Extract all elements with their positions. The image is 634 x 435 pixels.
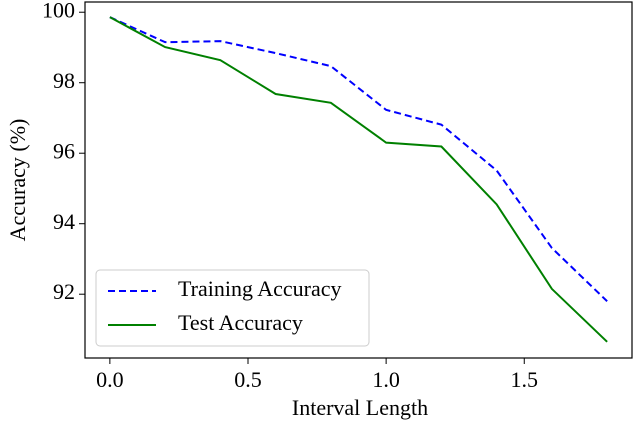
line [109,16,608,343]
x-tick-label: 1.5 [511,367,539,392]
x-tick-label: 0.5 [234,367,262,392]
y-tick-label: 98 [53,68,75,93]
y-tick-label: 92 [53,279,75,304]
line [109,16,608,302]
x-tick-label: 1.0 [372,367,400,392]
x-axis-label: Interval Length [292,395,428,420]
legend-box [95,269,370,347]
y-tick-label: 94 [53,209,75,234]
legend-label: Training Accuracy [178,276,342,301]
legend-label: Test Accuracy [178,310,303,335]
x-tick-label: 0.0 [96,367,124,392]
plot-frame [84,1,633,359]
y-tick-label: 100 [42,0,75,22]
y-tick-label: 96 [53,138,75,163]
y-axis-label: Accuracy (%) [5,119,30,242]
